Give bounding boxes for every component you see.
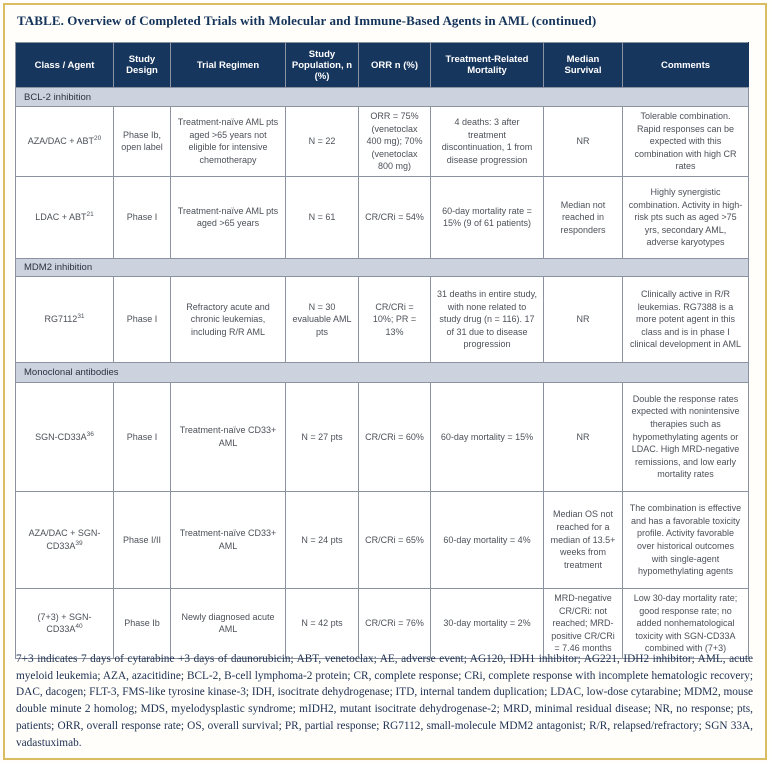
cell-comments: Low 30-day mortality rate; good response… <box>622 587 749 659</box>
table-row: (7+3) + SGN-CD33A40 Phase Ib Newly diagn… <box>15 587 749 659</box>
col-header-study-design: Study Design <box>113 42 171 88</box>
agent-name: AZA/DAC + ABT <box>27 136 95 147</box>
cell-study-design: Phase I <box>113 381 171 492</box>
cell-comments: Double the response rates expected with … <box>622 381 749 492</box>
reference-superscript: 36 <box>86 430 94 438</box>
col-header-orr: ORR n (%) <box>358 42 431 88</box>
cell-study-design: Phase Ib <box>113 587 171 659</box>
col-header-trial-regimen: Trial Regimen <box>170 42 286 88</box>
reference-superscript: 20 <box>94 135 102 143</box>
cell-mortality: 60-day mortality = 4% <box>430 490 544 589</box>
cell-agent: RG711231 <box>15 275 114 363</box>
table-row: RG711231 Phase I Refractory acute and ch… <box>15 275 749 363</box>
cell-mortality: 4 deaths: 3 after treatment discontinuat… <box>430 106 544 177</box>
agent-name: LDAC + ABT <box>35 212 87 223</box>
cell-orr: CR/CRi = 60% <box>358 381 431 492</box>
cell-trial-regimen: Treatment-naïve AML pts aged >65 years n… <box>170 106 286 177</box>
cell-median-survival: Median not reached in responders <box>543 175 623 259</box>
cell-study-design: Phase I <box>113 175 171 259</box>
agent-name: (7+3) + SGN-CD33A <box>37 611 92 635</box>
cell-study-design: Phase I <box>113 275 171 363</box>
agent-name: AZA/DAC + SGN-CD33A <box>28 528 101 551</box>
section-row-mdm2: MDM2 inhibition <box>15 257 749 277</box>
cell-comments: Tolerable combination. Rapid responses c… <box>622 106 749 177</box>
col-header-median-survival: Median Survival <box>543 42 623 88</box>
cell-study-design: Phase Ib, open label <box>113 106 171 177</box>
cell-median-survival: MRD-negative CR/CRi: not reached; MRD-po… <box>543 587 623 659</box>
cell-study-population: N = 42 pts <box>285 587 359 659</box>
cell-orr: CR/CRi = 54% <box>358 175 431 259</box>
cell-trial-regimen: Treatment-naïve AML pts aged >65 years <box>170 175 286 259</box>
cell-agent: SGN-CD33A36 <box>15 381 114 492</box>
col-header-study-population: Study Population, n (%) <box>285 42 359 88</box>
reference-superscript: 39 <box>75 539 83 547</box>
cell-trial-regimen: Treatment-naïve CD33+ AML <box>170 381 286 492</box>
cell-mortality: 31 deaths in entire study, with none rel… <box>430 275 544 363</box>
cell-trial-regimen: Refractory acute and chronic leukemias, … <box>170 275 286 363</box>
table-row: AZA/DAC + ABT20 Phase Ib, open label Tre… <box>15 106 749 177</box>
cell-orr: CR/CRi = 10%; PR = 13% <box>358 275 431 363</box>
abbreviations-footnote: 7+3 indicates 7 days of cytarabine +3 da… <box>16 653 753 749</box>
cell-agent: AZA/DAC + ABT20 <box>15 106 114 177</box>
cell-mortality: 30-day mortality = 2% <box>430 587 544 659</box>
header-row: Class / Agent Study Design Trial Regimen… <box>15 42 749 88</box>
cell-study-population: N = 30 evaluable AML pts <box>285 275 359 363</box>
table-row: LDAC + ABT21 Phase I Treatment-naïve AML… <box>15 175 749 259</box>
cell-study-design: Phase I/II <box>113 490 171 589</box>
cell-mortality: 60-day mortality = 15% <box>430 381 544 492</box>
cell-comments: Highly synergistic combination. Activity… <box>622 175 749 259</box>
table-row: AZA/DAC + SGN-CD33A39 Phase I/II Treatme… <box>15 490 749 589</box>
section-row-monoclonal: Monoclonal antibodies <box>15 361 749 383</box>
cell-median-survival: NR <box>543 275 623 363</box>
col-header-class-agent: Class / Agent <box>15 42 114 88</box>
cell-study-population: N = 27 pts <box>285 381 359 492</box>
section-label: MDM2 inhibition <box>15 257 749 277</box>
col-header-comments: Comments <box>622 42 749 88</box>
cell-median-survival: NR <box>543 381 623 492</box>
cell-orr: CR/CRi = 65% <box>358 490 431 589</box>
reference-superscript: 31 <box>77 313 85 321</box>
cell-agent: (7+3) + SGN-CD33A40 <box>15 587 114 659</box>
col-header-treatment-related-mortality: Treatment-Related Mortality <box>430 42 544 88</box>
reference-superscript: 21 <box>86 211 94 219</box>
table-title: TABLE. Overview of Completed Trials with… <box>17 13 597 28</box>
cell-agent: LDAC + ABT21 <box>15 175 114 259</box>
reference-superscript: 40 <box>75 623 83 631</box>
agent-name: SGN-CD33A <box>35 431 87 442</box>
trials-table: Class / Agent Study Design Trial Regimen… <box>15 42 749 659</box>
cell-agent: AZA/DAC + SGN-CD33A39 <box>15 490 114 589</box>
section-label: BCL-2 inhibition <box>15 87 749 107</box>
cell-median-survival: NR <box>543 106 623 177</box>
cell-study-population: N = 24 pts <box>285 490 359 589</box>
cell-study-population: N = 22 <box>285 106 359 177</box>
cell-trial-regimen: Treatment-naïve CD33+ AML <box>170 490 286 589</box>
cell-comments: The combination is effective and has a f… <box>622 490 749 589</box>
cell-mortality: 60-day mortality rate = 15% (9 of 61 pat… <box>430 175 544 259</box>
cell-median-survival: Median OS not reached for a median of 13… <box>543 490 623 589</box>
cell-comments: Clinically active in R/R leukemias. RG73… <box>622 275 749 363</box>
cell-study-population: N = 61 <box>285 175 359 259</box>
section-label: Monoclonal antibodies <box>15 361 749 383</box>
cell-trial-regimen: Newly diagnosed acute AML <box>170 587 286 659</box>
agent-name: RG7112 <box>44 314 78 325</box>
section-row-bcl2: BCL-2 inhibition <box>15 87 749 107</box>
table-row: SGN-CD33A36 Phase I Treatment-naïve CD33… <box>15 381 749 492</box>
cell-orr: ORR = 75% (venetoclax 400 mg); 70% (vene… <box>358 106 431 177</box>
cell-orr: CR/CRi = 76% <box>358 587 431 659</box>
